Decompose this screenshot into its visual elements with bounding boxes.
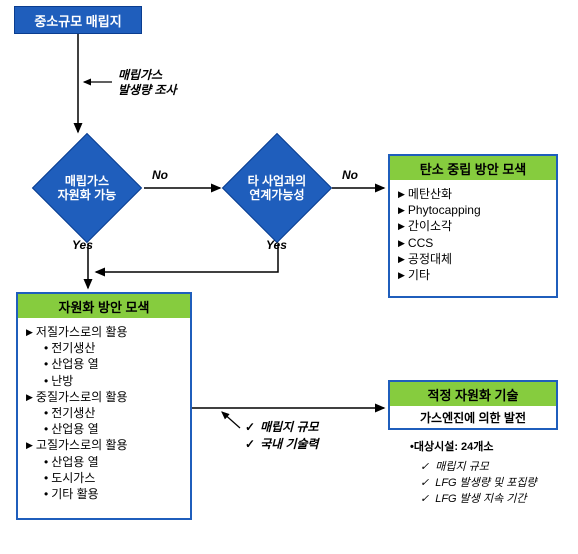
start-node: 중소규모 매립지 — [14, 6, 142, 34]
edge-label-yes-1: Yes — [72, 238, 93, 252]
list-item: 고질가스로의 활용 — [26, 437, 182, 453]
decision-linkage: 타 사업과의 연계가능성 — [222, 133, 332, 243]
list-item: 도시가스 — [26, 470, 182, 486]
edge-label-yes-2: Yes — [266, 238, 287, 252]
group-tech-header: 적정 자원화 기술 — [388, 380, 558, 406]
list-item: 공정대체 — [398, 251, 548, 267]
group-tech-body: 가스엔진에 의한 발전 — [388, 404, 558, 430]
annotation-target-facilities: •대상시설: 24개소 매립지 규모LFG 발생량 및 포집량LFG 발생 지속… — [410, 438, 570, 506]
list-item: 산업용 열 — [26, 454, 182, 470]
list-item: LFG 발생 지속 기간 — [420, 490, 570, 506]
list-item: LFG 발생량 및 포집량 — [420, 474, 570, 490]
edge-label-no-1: No — [152, 168, 168, 182]
group-carbon-header: 탄소 중립 방안 모색 — [388, 154, 558, 180]
list-item: 전기생산 — [26, 340, 182, 356]
list-item: 중질가스로의 활용 — [26, 389, 182, 405]
list-item: 저질가스로의 활용 — [26, 324, 182, 340]
list-item: 난방 — [26, 373, 182, 389]
list-item: 기타 활용 — [26, 486, 182, 502]
list-item: CCS — [398, 235, 548, 251]
flowchart-canvas: 중소규모 매립지 매립가스 발생량 조사 매립가스 자원화 가능 타 사업과의 … — [0, 0, 578, 554]
group-carbon-body: 메탄산화Phytocapping간이소각CCS공정대체기타 — [388, 178, 558, 298]
group-carbon-list: 메탄산화Phytocapping간이소각CCS공정대체기타 — [398, 186, 548, 283]
group-resource-list: 저질가스로의 활용전기생산산업용 열난방중질가스로의 활용전기생산산업용 열고질… — [26, 324, 182, 502]
list-item: 전기생산 — [26, 405, 182, 421]
list-item: Phytocapping — [398, 202, 548, 218]
annotation-mid-checks: 매립지 규모 국내 기술력 — [245, 418, 319, 452]
list-item: 메탄산화 — [398, 186, 548, 202]
list-item: 산업용 열 — [26, 421, 182, 437]
list-item: 산업용 열 — [26, 356, 182, 372]
list-item: 매립지 규모 — [420, 458, 570, 474]
start-label: 중소규모 매립지 — [34, 11, 121, 30]
list-item: 기타 — [398, 267, 548, 283]
group-resource-header: 자원화 방안 모색 — [16, 292, 192, 318]
edge-label-no-2: No — [342, 168, 358, 182]
annotation-target-list: 매립지 규모LFG 발생량 및 포집량LFG 발생 지속 기간 — [420, 458, 570, 506]
annotation-investigation: 매립가스 발생량 조사 — [118, 68, 177, 98]
group-resource-body: 저질가스로의 활용전기생산산업용 열난방중질가스로의 활용전기생산산업용 열고질… — [16, 316, 192, 520]
list-item: 간이소각 — [398, 218, 548, 234]
decision-resource-possible: 매립가스 자원화 가능 — [32, 133, 142, 243]
